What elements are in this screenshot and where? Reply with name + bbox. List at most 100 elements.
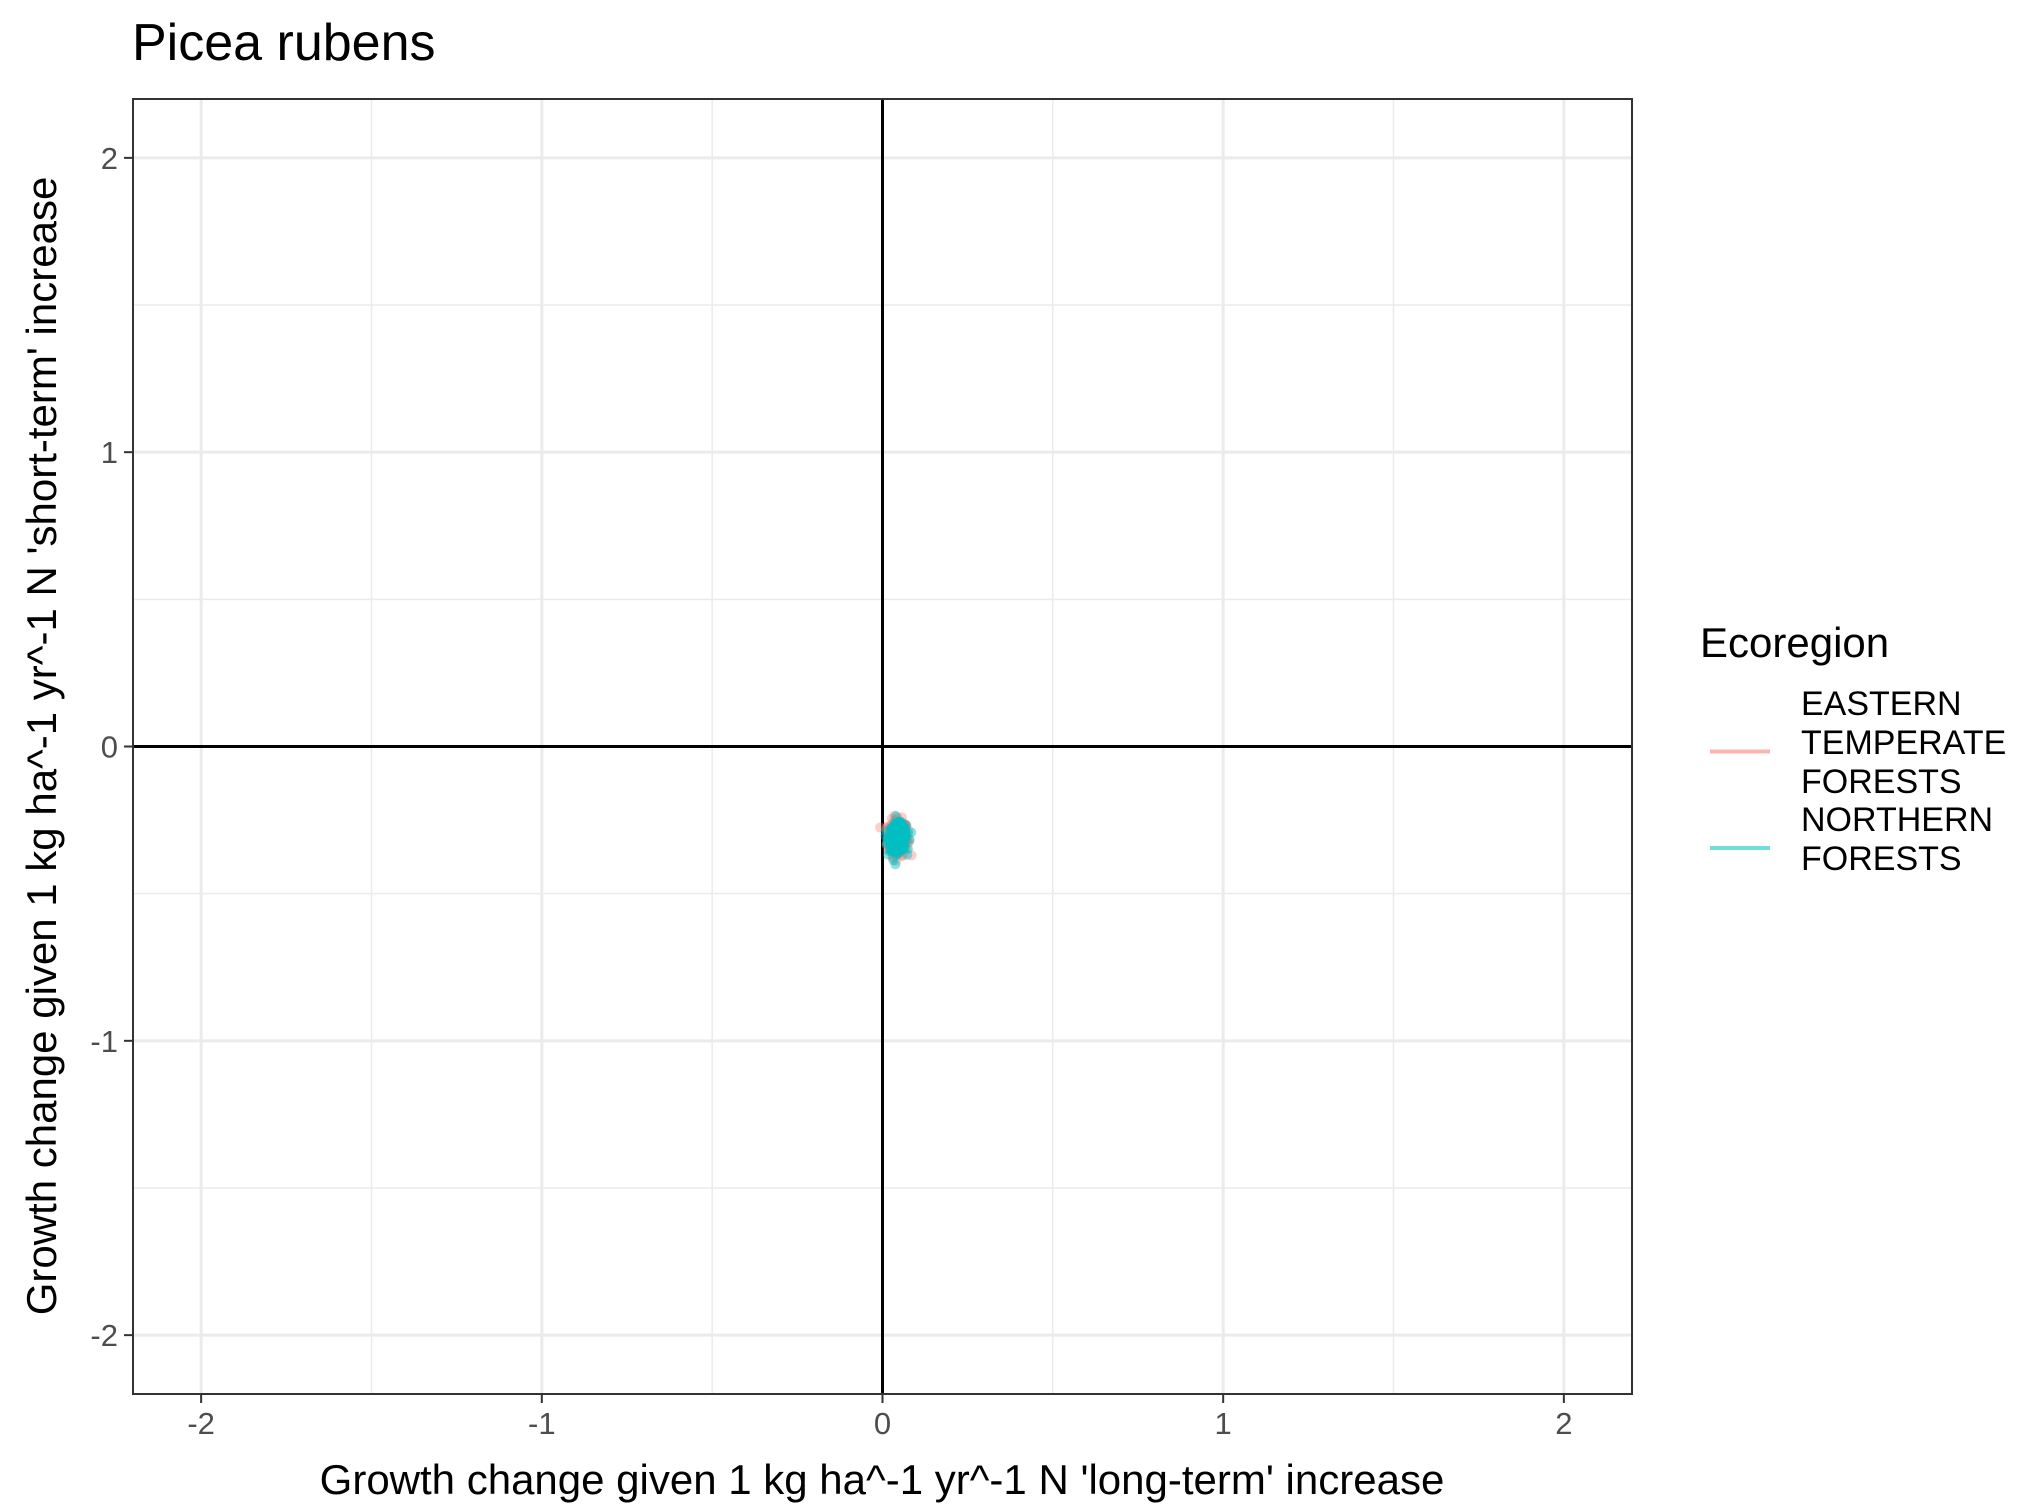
data-point — [896, 836, 907, 847]
data-point — [895, 826, 906, 837]
data-point — [893, 832, 904, 843]
data-point — [897, 851, 908, 862]
data-point — [893, 830, 904, 841]
data-point — [897, 835, 908, 846]
data-point — [889, 835, 900, 846]
data-point — [891, 823, 902, 834]
data-point — [893, 841, 904, 852]
data-point — [892, 832, 903, 843]
series-northern-forests — [880, 811, 917, 870]
data-point — [888, 842, 899, 853]
data-point — [889, 827, 900, 838]
data-point — [894, 832, 905, 843]
data-point — [892, 824, 903, 835]
data-point — [891, 855, 902, 866]
data-point — [897, 827, 908, 838]
data-point — [900, 833, 911, 844]
data-point — [889, 839, 900, 850]
data-point — [889, 829, 900, 840]
data-point — [891, 832, 902, 843]
data-point — [892, 831, 903, 842]
data-point — [896, 837, 907, 848]
data-point — [898, 835, 909, 846]
data-point — [886, 844, 897, 855]
data-point — [897, 831, 908, 842]
data-point — [889, 824, 900, 835]
data-point — [896, 842, 907, 853]
data-point — [893, 835, 904, 846]
data-point — [893, 842, 904, 853]
data-point — [883, 830, 894, 841]
data-point — [900, 825, 911, 836]
data-point — [895, 835, 906, 846]
data-point — [901, 829, 912, 840]
data-point — [894, 823, 905, 834]
data-point — [896, 832, 907, 843]
data-point — [891, 844, 902, 855]
data-point — [894, 832, 905, 843]
data-point — [896, 838, 907, 849]
data-point — [889, 817, 900, 828]
data-point — [894, 839, 905, 850]
data-point — [894, 844, 905, 855]
data-point — [898, 833, 909, 844]
data-point — [894, 830, 905, 841]
data-point — [886, 833, 897, 844]
data-point — [893, 826, 904, 837]
data-point — [889, 832, 900, 843]
data-point — [904, 834, 915, 845]
data-point — [887, 825, 898, 836]
data-point — [886, 835, 897, 846]
data-point — [893, 835, 904, 846]
data-point — [893, 824, 904, 835]
data-point — [886, 819, 897, 830]
data-point — [892, 835, 903, 846]
data-point — [889, 835, 900, 846]
data-point — [897, 837, 908, 848]
data-point — [887, 843, 898, 854]
data-point — [897, 839, 908, 850]
data-point — [903, 828, 914, 839]
data-point — [890, 840, 901, 851]
data-point — [891, 829, 902, 840]
data-point — [897, 838, 908, 849]
data-point — [891, 831, 902, 842]
data-point — [892, 836, 903, 847]
data-point — [893, 827, 904, 838]
data-point — [881, 840, 892, 851]
data-point — [893, 827, 904, 838]
data-point — [894, 829, 905, 840]
data-point — [888, 845, 899, 856]
data-point — [894, 844, 905, 855]
data-point — [895, 844, 906, 855]
data-point — [888, 835, 899, 846]
data-point — [888, 823, 899, 834]
data-point — [881, 823, 892, 834]
data-point — [892, 829, 903, 840]
data-point — [892, 827, 903, 838]
data-point — [890, 846, 901, 857]
data-point — [898, 827, 909, 838]
data-point — [895, 827, 906, 838]
data-point — [906, 827, 917, 838]
data-point — [894, 835, 905, 846]
data-point — [892, 828, 903, 839]
data-point — [893, 819, 904, 830]
data-point — [890, 822, 901, 833]
x-tick-label: 2 — [1555, 1406, 1572, 1441]
data-point — [889, 832, 900, 843]
data-point — [902, 849, 913, 860]
data-point — [898, 824, 909, 835]
data-point — [892, 834, 903, 845]
data-point — [893, 840, 904, 851]
data-point — [894, 842, 905, 853]
data-point — [894, 841, 905, 852]
data-point — [889, 830, 900, 841]
data-point — [885, 840, 896, 851]
data-point — [896, 825, 907, 836]
data-point — [892, 832, 903, 843]
data-point — [890, 831, 901, 842]
data-point — [892, 823, 903, 834]
data-point — [893, 818, 904, 829]
data-point — [883, 829, 894, 840]
